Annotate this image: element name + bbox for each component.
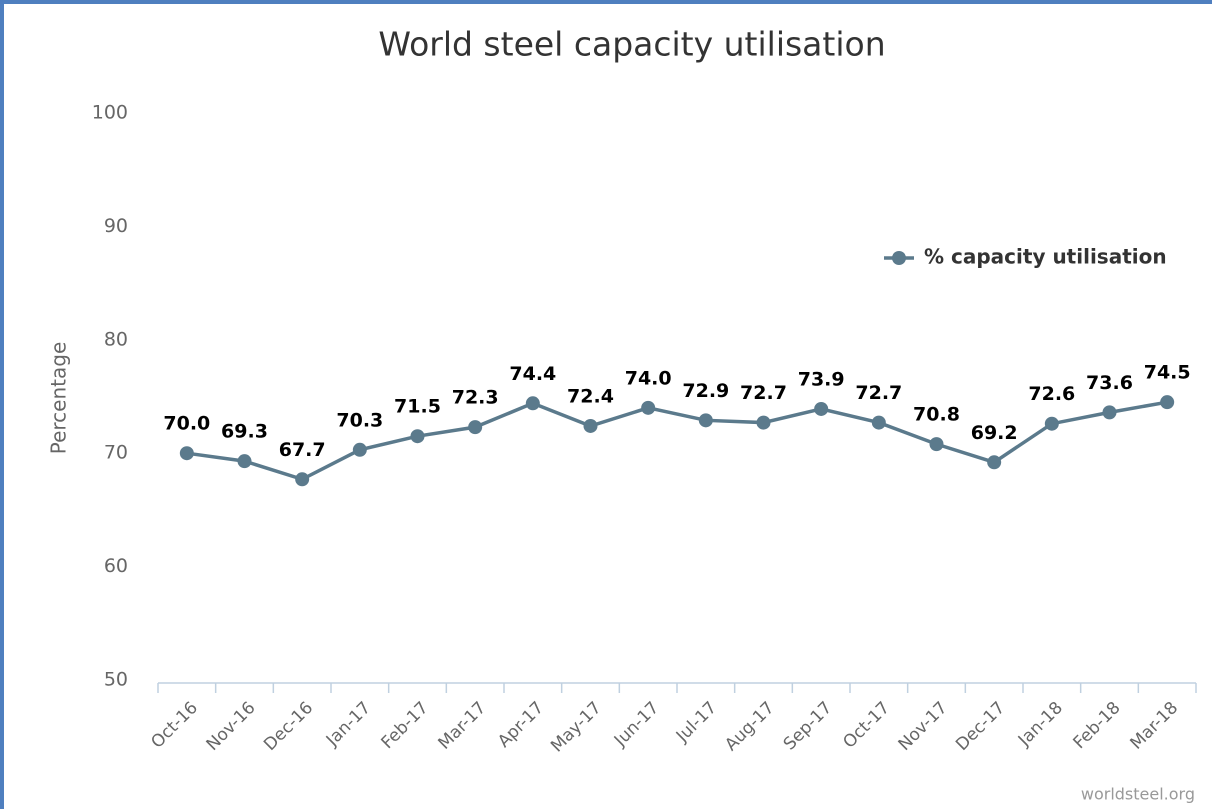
data-point [410, 429, 425, 444]
data-point [814, 401, 829, 416]
legend-marker [892, 251, 906, 265]
data-label: 70.8 [913, 404, 960, 426]
data-label: 74.4 [509, 363, 556, 385]
x-tick-label: Mar-17 [435, 698, 491, 754]
data-point [295, 472, 310, 487]
data-point [468, 420, 483, 435]
data-point [179, 446, 194, 461]
credits: worldsteel.org [1081, 785, 1195, 804]
data-point [352, 442, 367, 457]
data-point [698, 413, 713, 428]
data-label: 72.6 [1028, 383, 1075, 405]
y-tick-label: 50 [104, 669, 128, 691]
data-label: 70.3 [336, 409, 383, 431]
data-point [1160, 395, 1175, 410]
x-tick-label: Oct-16 [147, 698, 202, 753]
data-point [583, 418, 598, 433]
chart: World steel capacity utilisation Percent… [47, 25, 1197, 804]
y-tick-label: 70 [104, 442, 128, 464]
x-tick-label: Mar-18 [1127, 698, 1183, 754]
data-label: 72.3 [452, 387, 499, 409]
y-tick-label: 80 [104, 328, 128, 350]
data-point [756, 415, 771, 430]
x-tick-label: Jan-18 [1014, 698, 1067, 751]
x-tick-label: Aug-17 [721, 698, 778, 755]
y-tick-label: 90 [104, 215, 128, 237]
x-tick-label: Sep-17 [780, 698, 836, 754]
x-tick-label: Nov-17 [895, 698, 952, 755]
data-label: 73.6 [1086, 372, 1133, 394]
x-tick-label: Dec-16 [260, 698, 317, 755]
data-label: 71.5 [394, 396, 441, 418]
data-point [987, 455, 1002, 470]
data-label: 69.3 [221, 421, 268, 443]
data-label: 73.9 [798, 368, 845, 390]
data-point [929, 437, 944, 452]
data-label: 72.4 [567, 385, 614, 407]
data-point [641, 400, 656, 415]
series-line [186, 400, 1168, 482]
data-label: 72.9 [682, 380, 729, 402]
x-tick-label: Apr-17 [494, 698, 548, 752]
y-tick-label: 60 [104, 555, 128, 577]
data-label: 74.5 [1144, 362, 1191, 384]
x-tick-label: Feb-18 [1070, 698, 1125, 753]
data-label: 70.0 [163, 413, 210, 435]
x-tick-label: Dec-17 [952, 698, 1009, 755]
data-label: 72.7 [740, 382, 787, 404]
x-tick-label: May-17 [547, 698, 605, 756]
x-tick-label: Jan-17 [322, 698, 375, 751]
y-tick-label: 100 [92, 102, 128, 124]
data-label: 69.2 [971, 422, 1018, 444]
data-label: 67.7 [279, 439, 326, 461]
data-label: 74.0 [625, 367, 672, 389]
data-point [1102, 405, 1117, 420]
x-tick-label: Nov-16 [203, 698, 260, 755]
data-label: 72.7 [855, 382, 902, 404]
y-axis-title: Percentage [47, 342, 71, 455]
data-point [237, 454, 252, 469]
chart-title: World steel capacity utilisation [378, 25, 885, 64]
x-tick-label: Jun-17 [610, 698, 663, 751]
data-point [525, 396, 540, 411]
data-point [871, 415, 886, 430]
x-tick-label: Oct-17 [839, 698, 894, 753]
x-tick-label: Feb-17 [378, 698, 433, 753]
x-tick-label: Jul-17 [672, 698, 721, 747]
legend-label: % capacity utilisation [924, 245, 1167, 269]
data-point [1044, 416, 1059, 431]
